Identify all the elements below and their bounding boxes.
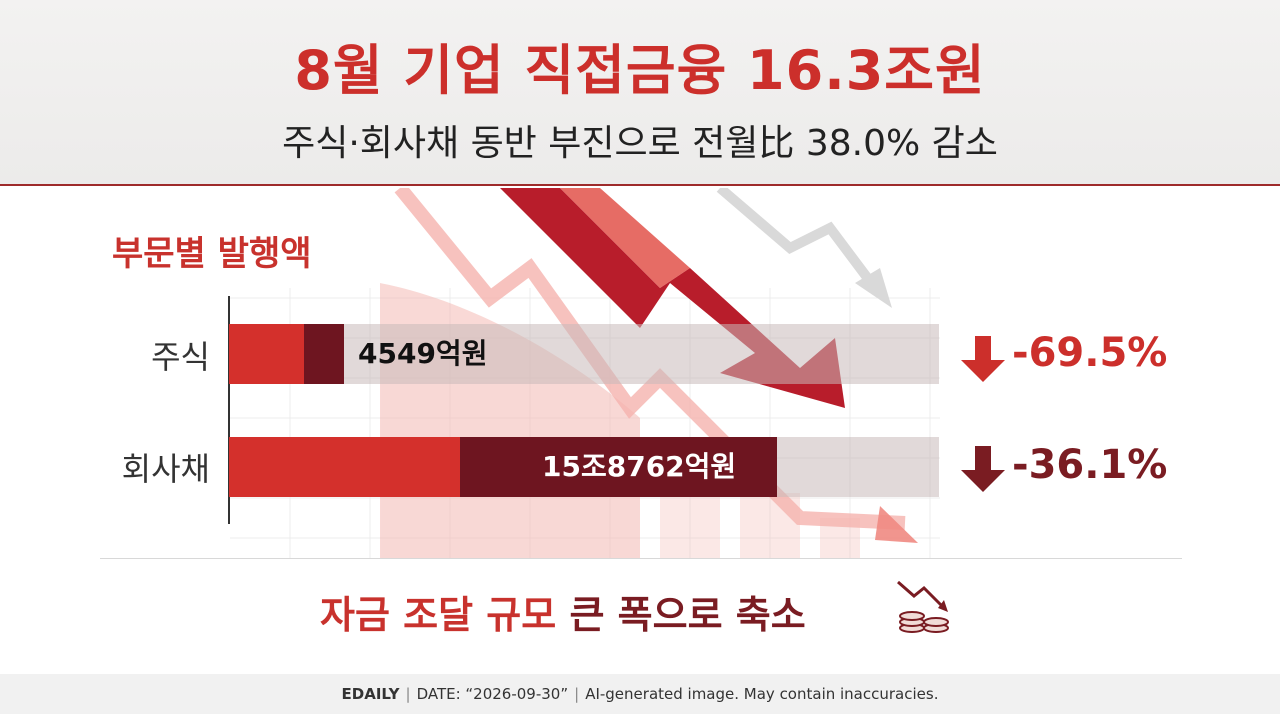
- faded-arrow-gray: [716, 188, 879, 291]
- bar-stock: [304, 324, 344, 384]
- conclusion-part2: 큰 폭으로 축소: [569, 593, 806, 637]
- footer-separator: |: [574, 685, 580, 703]
- change-label-bond: -36.1%: [1012, 442, 1168, 488]
- big-arrow-highlight: [560, 188, 690, 288]
- change-label-stock: -69.5%: [1012, 330, 1168, 376]
- bar-bond-base: [229, 437, 460, 497]
- bar-track-stock: [229, 324, 939, 384]
- divider: [100, 558, 1182, 559]
- footer-brand: EDAILY: [341, 685, 400, 703]
- chart-panel: 부문별 발행액 주식 4549억원 -69.5% 회사채 15조8762억원 -…: [0, 188, 1280, 674]
- footer-disclaimer: AI-generated image. May contain inaccura…: [585, 685, 939, 703]
- value-label-stock: 4549억원: [358, 337, 488, 370]
- footer-date: DATE: “2026-09-30”: [416, 685, 569, 703]
- conclusion-text: 자금 조달 규모 큰 폭으로 축소: [320, 584, 806, 639]
- value-label-bond: 15조8762억원: [542, 450, 737, 483]
- conclusion-part1: 자금 조달 규모: [320, 593, 557, 637]
- bar-axis: [228, 296, 230, 524]
- page-subtitle: 주식·회사채 동반 부진으로 전월比 38.0% 감소: [282, 123, 998, 164]
- down-arrow-icon-stock: [961, 336, 1005, 382]
- down-arrow-icon-bond: [961, 446, 1005, 492]
- bar-stock-base: [229, 324, 304, 384]
- category-label-bond: 회사채: [121, 450, 210, 488]
- footer-separator: |: [405, 685, 411, 703]
- faded-arrow-gray-head: [855, 268, 892, 308]
- header: 8월 기업 직접금융 16.3조원 주식·회사채 동반 부진으로 전월比 38.…: [0, 0, 1280, 186]
- faded-arrow-light-head: [875, 506, 918, 543]
- faded-arrow-light: [394, 188, 906, 530]
- footer: EDAILY | DATE: “2026-09-30” | AI-generated i…: [0, 674, 1280, 714]
- category-label-stock: 주식: [151, 338, 210, 376]
- bar-bond: [460, 437, 777, 497]
- chart-title: 부문별 발행액: [112, 234, 312, 274]
- coins-down-icon: [897, 580, 949, 633]
- page-title: 8월 기업 직접금융 16.3조원: [294, 39, 986, 102]
